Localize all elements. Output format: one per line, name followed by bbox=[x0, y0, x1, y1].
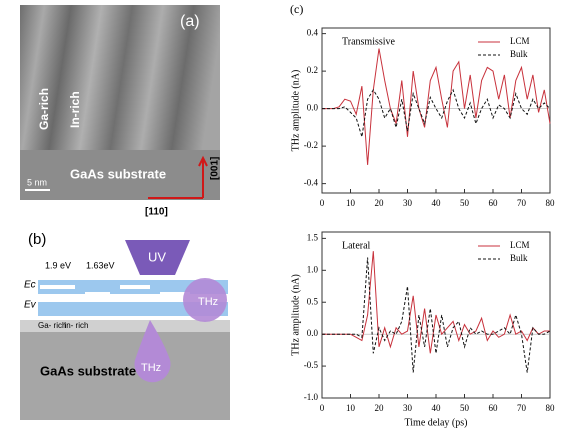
y-tick-label: 0.0 bbox=[307, 328, 319, 338]
legend-label: Bulk bbox=[510, 253, 528, 263]
x-tick-label: 50 bbox=[460, 403, 470, 413]
uv-source bbox=[125, 240, 190, 275]
legend-label: Bulk bbox=[510, 49, 528, 59]
gap-label: 1.9 eV bbox=[45, 260, 71, 270]
in-rich-label: In-rich bbox=[68, 91, 82, 128]
y-tick-label: -0.5 bbox=[304, 360, 319, 370]
x-tick-label: 10 bbox=[346, 198, 356, 208]
panel-a: (a) Ga-rich In-rich GaAs substrate 5 nm … bbox=[20, 5, 221, 218]
x-tick-label: 40 bbox=[432, 198, 442, 208]
thz-label: THz bbox=[141, 362, 161, 374]
uv-label: UV bbox=[148, 249, 166, 264]
ga-rich-label: Ga- rich bbox=[38, 321, 66, 330]
x-tick-label: 50 bbox=[460, 198, 470, 208]
direction-110: [110] bbox=[145, 207, 168, 218]
thz-bubble bbox=[183, 278, 227, 322]
ec-label: Ec bbox=[24, 280, 36, 291]
y-tick-label: 0.0 bbox=[307, 103, 319, 113]
y-axis-label: THz amplitude (nA) bbox=[290, 274, 301, 356]
x-tick-label: 20 bbox=[375, 198, 385, 208]
y-tick-label: -0.4 bbox=[304, 178, 319, 188]
legend-label: LCM bbox=[510, 36, 530, 46]
thz-drop bbox=[134, 320, 171, 383]
x-tick-label: 30 bbox=[403, 198, 413, 208]
x-tick-label: 70 bbox=[517, 403, 527, 413]
x-axis-label: Time delay (ps) bbox=[405, 417, 468, 428]
x-tick-label: 10 bbox=[346, 403, 356, 413]
x-tick-label: 0 bbox=[320, 403, 325, 413]
annotation: Transmissive bbox=[342, 36, 396, 47]
panel-label: (b) bbox=[28, 231, 46, 248]
series-line bbox=[322, 88, 551, 137]
y-tick-label: 0.4 bbox=[307, 28, 319, 38]
x-tick-label: 70 bbox=[517, 198, 527, 208]
substrate-region bbox=[20, 150, 220, 200]
panel-label: (c) bbox=[290, 2, 303, 16]
substrate-label: GaAs substrate bbox=[40, 363, 136, 378]
layer bbox=[20, 320, 230, 332]
y-axis-label: THz amplitude (nA) bbox=[290, 70, 301, 152]
gap-label: 1.63eV bbox=[86, 260, 115, 270]
x-tick-label: 40 bbox=[432, 403, 442, 413]
y-tick-label: -0.2 bbox=[304, 140, 318, 150]
scale-label: 5 nm bbox=[27, 177, 47, 187]
y-tick-label: 1.0 bbox=[307, 264, 319, 274]
direction-arrows bbox=[148, 155, 208, 199]
series-line bbox=[322, 48, 551, 165]
legend-label: LCM bbox=[510, 240, 530, 250]
panel-label: (a) bbox=[180, 13, 200, 30]
ev-label: Ev bbox=[24, 300, 37, 311]
x-tick-label: 20 bbox=[375, 403, 385, 413]
y-tick-label: 1.5 bbox=[307, 232, 319, 242]
substrate-label: GaAs substrate bbox=[70, 166, 166, 181]
y-tick-label: -1.0 bbox=[304, 392, 319, 402]
x-tick-label: 0 bbox=[320, 198, 325, 208]
ga-rich-label: Ga-rich bbox=[37, 88, 51, 130]
series-line bbox=[322, 257, 551, 373]
x-tick-label: 60 bbox=[489, 198, 499, 208]
valence-band bbox=[38, 302, 228, 316]
series-line bbox=[322, 251, 550, 354]
x-tick-label: 80 bbox=[546, 403, 556, 413]
in-rich-label: In- rich bbox=[64, 321, 88, 330]
annotation: Lateral bbox=[342, 240, 371, 251]
substrate-block bbox=[20, 330, 230, 420]
thz-label: THz bbox=[198, 296, 218, 308]
x-tick-label: 60 bbox=[489, 403, 499, 413]
direction-001: [001] bbox=[210, 157, 221, 180]
y-tick-label: 0.2 bbox=[307, 65, 318, 75]
band-edges bbox=[40, 285, 190, 296]
x-tick-label: 80 bbox=[546, 198, 556, 208]
x-tick-label: 30 bbox=[403, 403, 413, 413]
y-tick-label: 0.5 bbox=[307, 296, 319, 306]
panel-b: (b) 1.9 eV 1.63eV Ec Ev UV THz THz Ga- r… bbox=[20, 231, 230, 420]
